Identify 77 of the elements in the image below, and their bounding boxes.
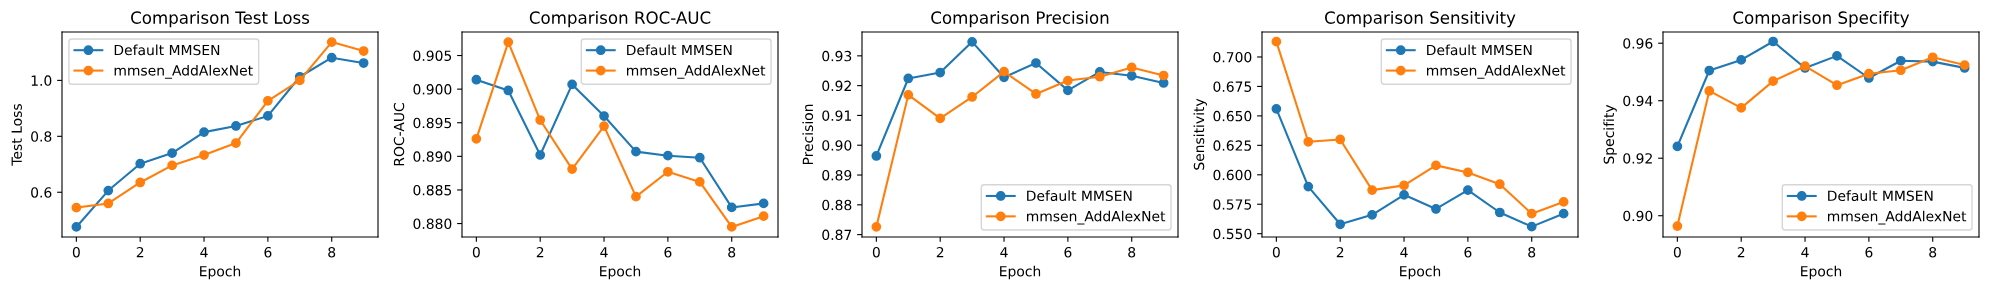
legend-label: mmsen_AddAlexNet [1027, 210, 1166, 225]
x-tick-label: 6 [264, 246, 272, 258]
y-tick-label: 0.87 [822, 229, 852, 241]
x-tick-label: 2 [936, 246, 944, 258]
y-tick-label: 0.675 [1213, 81, 1252, 92]
y-tick-label: 0.895 [413, 117, 452, 129]
x-tick-label: 4 [200, 247, 208, 258]
y-tick-label: 0.8 [31, 131, 52, 142]
chart-title: Comparison Precision [931, 11, 1109, 28]
x-tick-label: 8 [1528, 246, 1536, 258]
x-tick-label: 0 [872, 246, 880, 258]
y-tick-label: 0.91 [822, 110, 851, 121]
x-tick-label: 4 [600, 247, 608, 258]
x-tick-label: 0 [1673, 246, 1681, 258]
y-tick-label: 0.92 [1623, 153, 1652, 164]
x-axis-title: Epoch [1801, 265, 1842, 280]
legend-label: mmsen_AddAlexNet [1828, 210, 1967, 225]
y-tick-label: 0.650 [1213, 110, 1252, 122]
x-axis-title: Epoch [1400, 265, 1441, 280]
x-tick-label: 6 [664, 246, 672, 258]
y-tick-label: 0.885 [413, 184, 452, 196]
x-tick-label: 6 [1464, 246, 1472, 258]
y-axis-title: Sensitivity [1193, 98, 1207, 170]
x-tick-label: 4 [1000, 247, 1008, 258]
y-tick-label: 0.550 [1213, 228, 1252, 240]
legend-label: mmsen_AddAlexNet [1427, 64, 1566, 79]
x-tick-label: 8 [728, 246, 736, 258]
x-axis-title: Epoch [200, 265, 241, 280]
y-tick-label: 0.93 [822, 50, 852, 62]
y-tick-label: 0.890 [413, 151, 452, 162]
x-tick-label: 2 [136, 246, 144, 258]
x-tick-label: 0 [72, 246, 80, 258]
y-tick-label: 0.600 [1213, 169, 1252, 181]
legend-label: Default MMSEN [627, 44, 732, 56]
y-tick-label: 1.0 [31, 75, 52, 86]
legend-label: mmsen_AddAlexNet [114, 64, 253, 79]
y-tick-label: 0.6 [31, 187, 52, 198]
x-tick-label: 2 [1336, 246, 1344, 258]
x-tick-label: 6 [1865, 246, 1873, 258]
x-tick-label: 2 [536, 246, 544, 258]
x-tick-label: 0 [472, 246, 480, 258]
legend-label: Default MMSEN [114, 44, 220, 56]
x-tick-label: 8 [1929, 246, 1937, 258]
y-tick-label: 0.92 [822, 80, 851, 92]
y-axis-title: Precision [802, 104, 814, 165]
x-tick-label: 8 [1128, 246, 1136, 258]
y-tick-label: 0.90 [1623, 210, 1653, 222]
y-axis-title: Test Loss [11, 104, 22, 166]
y-tick-label: 0.900 [413, 84, 452, 95]
legend-label: Default MMSEN [1828, 190, 1933, 202]
chart-title: Comparison Specifity [1733, 11, 1910, 28]
legend-label: Default MMSEN [1027, 190, 1132, 202]
y-tick-label: 0.90 [822, 140, 852, 151]
x-tick-label: 6 [1064, 246, 1072, 258]
chart-title: Comparison Test Loss [131, 11, 310, 28]
y-tick-label: 0.625 [1213, 140, 1252, 151]
y-tick-label: 0.88 [822, 199, 852, 211]
chart-title: Comparison ROC-AUC [529, 11, 711, 28]
y-tick-label: 0.880 [413, 218, 452, 230]
x-tick-label: 8 [328, 246, 336, 258]
y-tick-label: 0.94 [1623, 95, 1653, 107]
y-tick-label: 0.89 [822, 169, 852, 181]
y-axis-title: Specifity [1603, 104, 1617, 164]
chart-title: Comparison Sensitivity [1325, 11, 1516, 28]
y-tick-label: 0.575 [1213, 199, 1252, 210]
legend-label: mmsen_AddAlexNet [627, 64, 766, 79]
x-axis-title: Epoch [1000, 265, 1041, 280]
x-axis-title: Epoch [600, 265, 641, 280]
x-tick-label: 0 [1272, 246, 1280, 258]
y-tick-label: 0.905 [413, 50, 452, 61]
y-tick-label: 0.96 [1623, 38, 1653, 49]
y-tick-label: 0.700 [1213, 51, 1252, 63]
legend-label: Default MMSEN [1427, 44, 1532, 56]
x-tick-label: 4 [1400, 247, 1408, 258]
x-tick-label: 4 [1801, 247, 1809, 258]
x-tick-label: 2 [1737, 246, 1745, 258]
y-axis-title: ROC-AUC [393, 103, 405, 166]
